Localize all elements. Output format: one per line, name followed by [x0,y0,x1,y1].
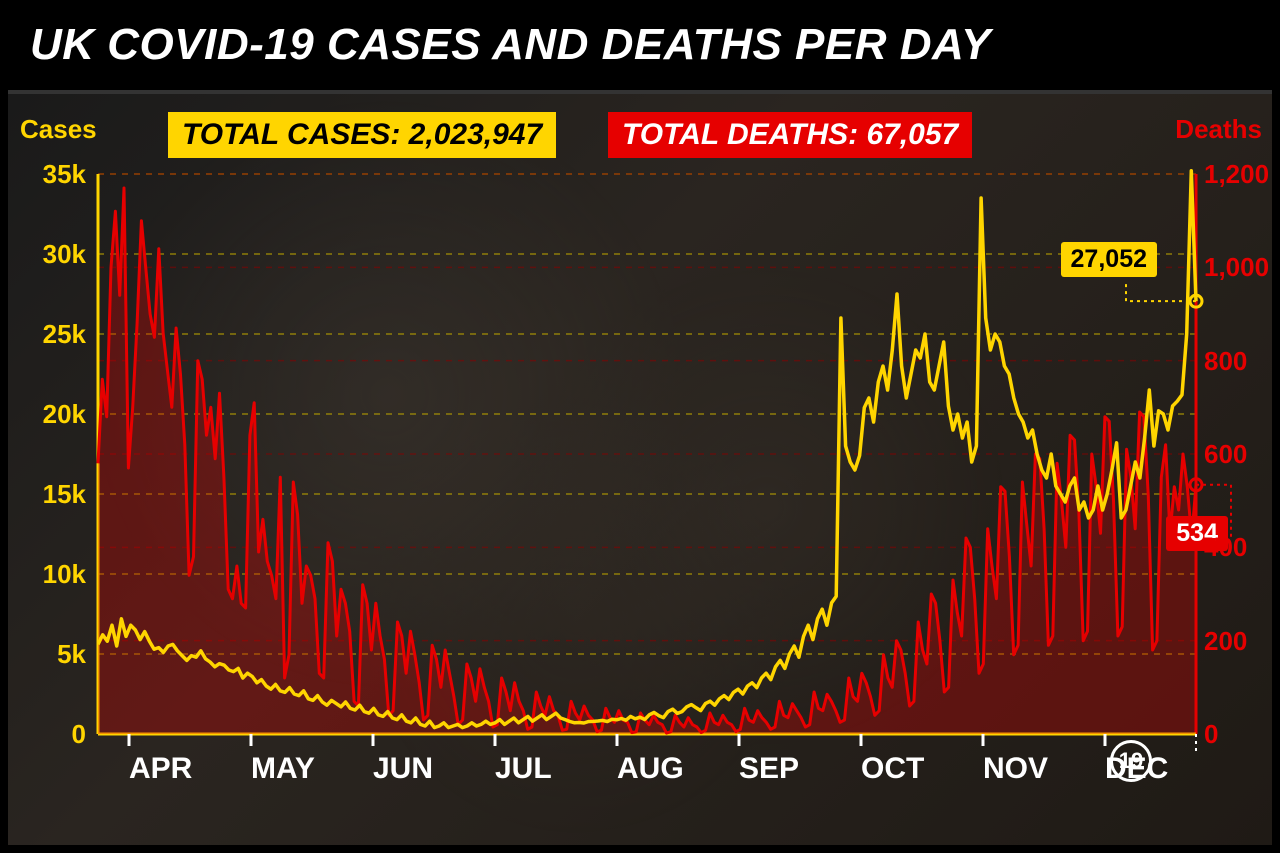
x-month-label: OCT [861,752,924,786]
total-deaths-badge: TOTAL DEATHS: 67,057 [608,112,972,158]
y-right-tick: 800 [1204,346,1247,377]
y-left-tick: 35k [8,159,86,190]
chart-svg [8,94,1272,849]
total-cases-badge: TOTAL CASES: 2,023,947 [168,112,556,158]
y-right-tick: 600 [1204,439,1247,470]
y-left-axis-title: Cases [20,114,97,145]
y-left-tick: 10k [8,559,86,590]
chart-title: UK COVID-19 CASES AND DEATHS PER DAY [30,20,991,70]
cases-callout: 27,052 [1061,242,1157,277]
y-right-tick: 1,200 [1204,159,1269,190]
y-right-tick: 0 [1204,719,1218,750]
y-right-tick: 400 [1204,532,1247,563]
y-left-tick: 0 [8,719,86,750]
x-month-label: MAY [251,752,315,786]
x-month-label: NOV [983,752,1048,786]
chart-area: Cases Deaths TOTAL CASES: 2,023,947 TOTA… [8,90,1272,845]
y-left-tick: 30k [8,239,86,270]
title-bar: UK COVID-19 CASES AND DEATHS PER DAY [0,0,1280,90]
x-month-label: APR [129,752,192,786]
y-right-tick: 1,000 [1204,252,1269,283]
y-right-axis-title: Deaths [1175,114,1262,145]
x-month-label: DEC [1105,752,1168,786]
y-left-tick: 5k [8,639,86,670]
x-month-label: JUL [495,752,552,786]
y-right-tick: 200 [1204,626,1247,657]
y-left-tick: 25k [8,319,86,350]
x-month-label: AUG [617,752,684,786]
y-left-tick: 15k [8,479,86,510]
x-month-label: SEP [739,752,799,786]
y-left-tick: 20k [8,399,86,430]
x-month-label: JUN [373,752,433,786]
